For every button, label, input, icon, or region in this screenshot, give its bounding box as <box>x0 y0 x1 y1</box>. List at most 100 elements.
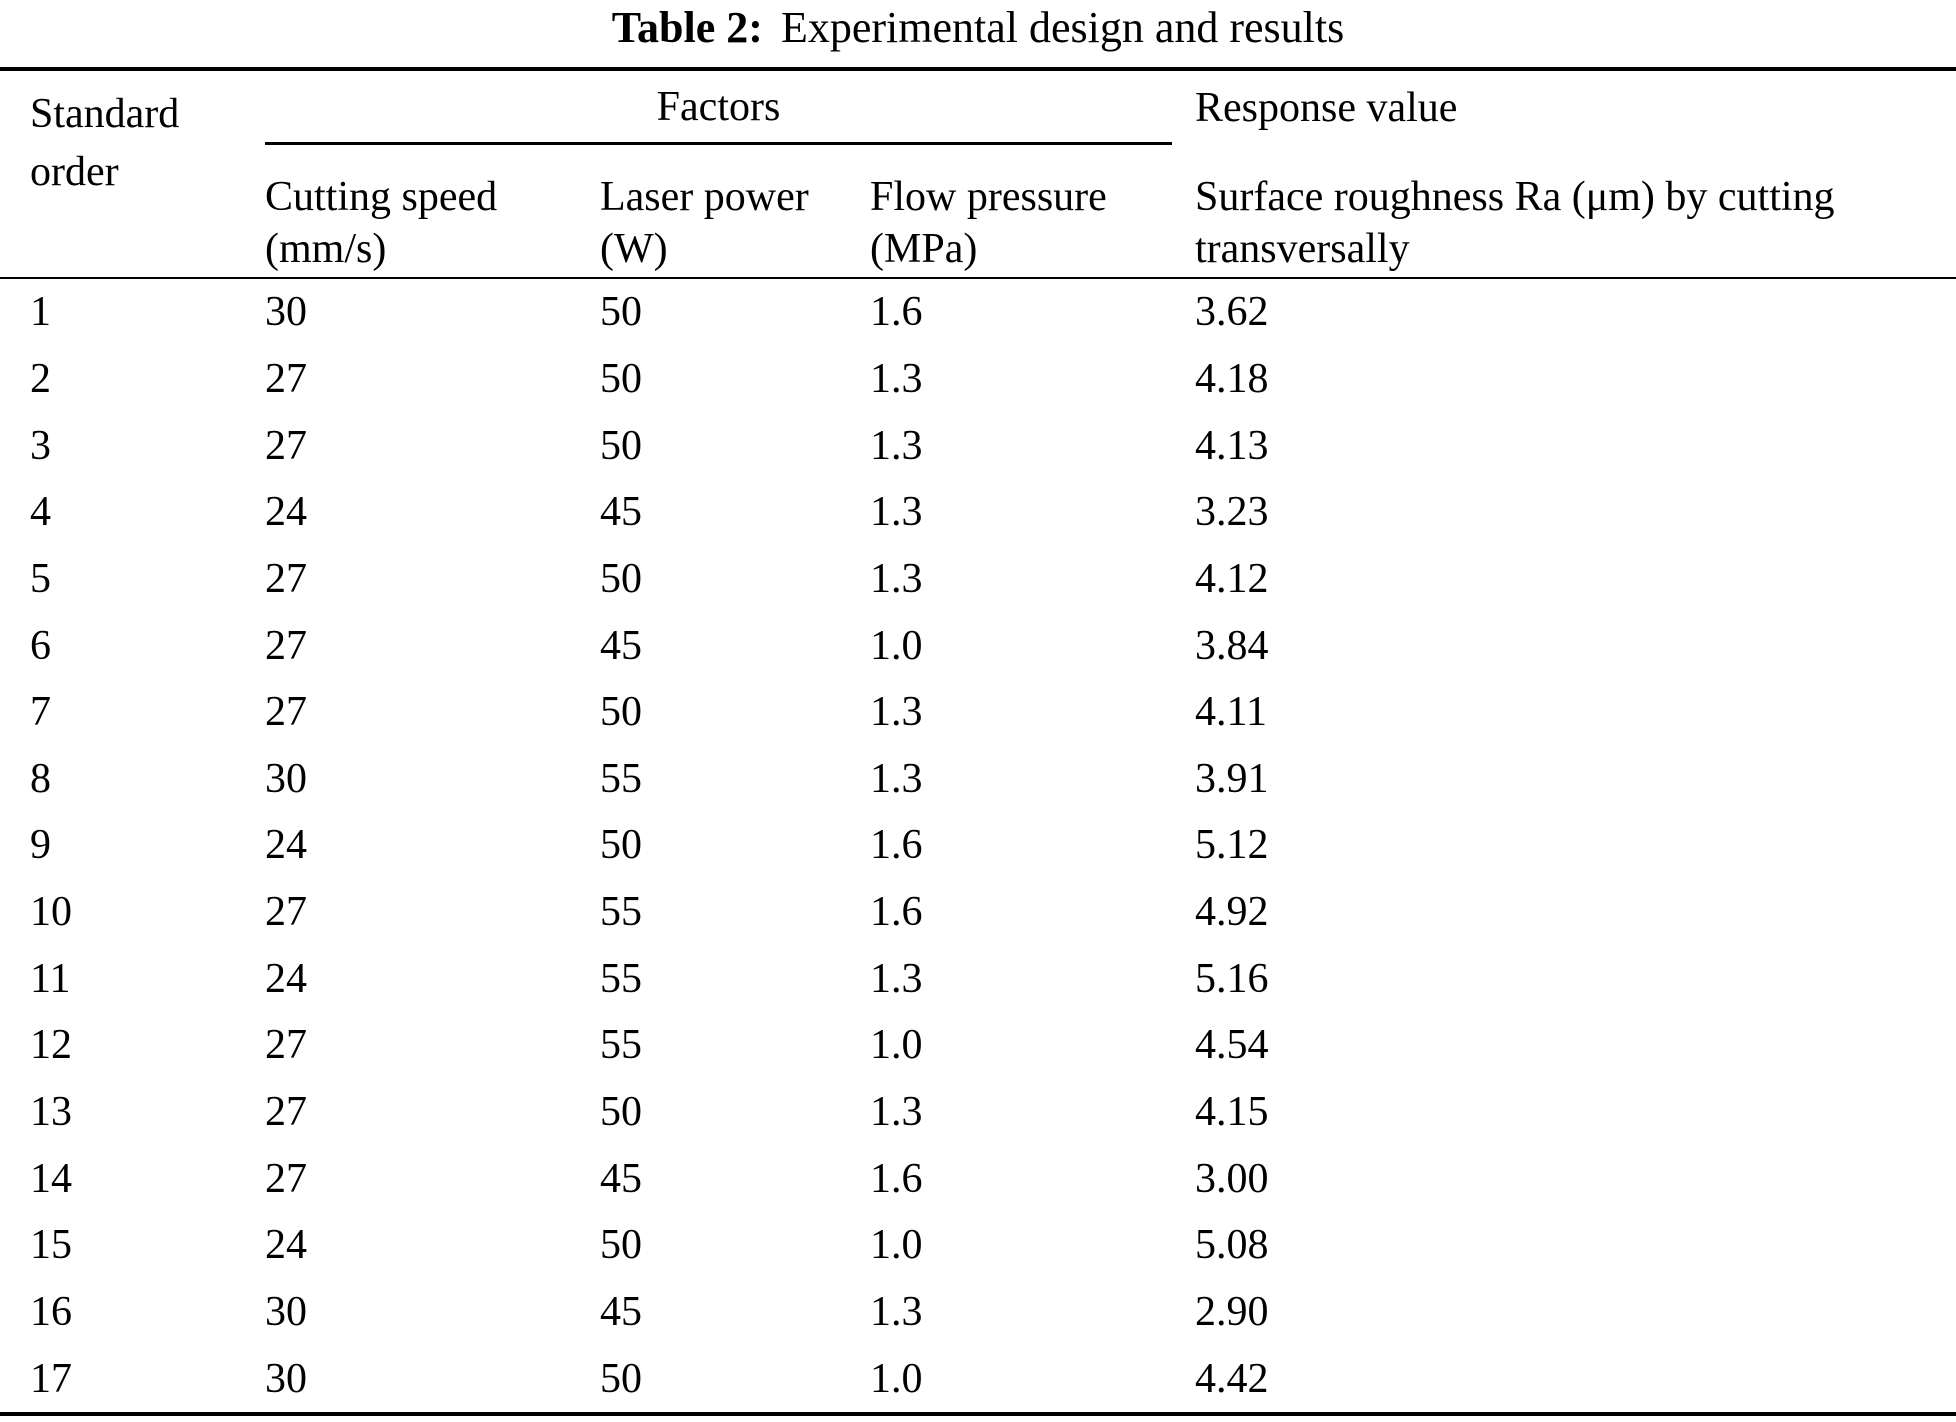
cell-surface-roughness: 5.08 <box>1195 1222 1269 1269</box>
cell-flow-pressure: 1.0 <box>870 622 923 669</box>
column-header-flow-pressure: Flow pressure (MPa) <box>870 145 1195 277</box>
column-header-laser-power: Laser power (W) <box>600 145 870 277</box>
cell-cutting-speed: 27 <box>265 1089 307 1136</box>
cell-laser-power: 50 <box>600 689 642 736</box>
cell-cutting-speed: 24 <box>265 1222 307 1269</box>
cell-cutting-speed: 24 <box>265 955 307 1002</box>
cell-standard-order: 2 <box>30 355 51 402</box>
cell-cutting-speed: 27 <box>265 555 307 602</box>
cell-standard-order: 7 <box>30 689 51 736</box>
cell-surface-roughness: 2.90 <box>1195 1289 1269 1336</box>
column-header-laser-power-unit: (W) <box>600 226 668 272</box>
cell-cutting-speed: 30 <box>265 289 307 336</box>
cell-flow-pressure: 1.0 <box>870 1355 923 1402</box>
cell-laser-power: 45 <box>600 622 642 669</box>
cell-standard-order: 12 <box>30 1022 72 1069</box>
cell-surface-roughness: 3.23 <box>1195 489 1269 536</box>
cell-cutting-speed: 27 <box>265 422 307 469</box>
column-header-standard-order-line2: order <box>30 149 119 195</box>
cell-flow-pressure: 1.3 <box>870 955 923 1002</box>
cell-cutting-speed: 27 <box>265 355 307 402</box>
cell-laser-power: 45 <box>600 1155 642 1202</box>
column-header-surface-roughness-line2: transversally <box>1195 226 1410 272</box>
cell-laser-power: 55 <box>600 1022 642 1069</box>
cell-laser-power: 55 <box>600 889 642 936</box>
cell-standard-order: 4 <box>30 489 51 536</box>
cell-cutting-speed: 27 <box>265 622 307 669</box>
column-header-cutting-speed: Cutting speed (mm/s) <box>265 145 600 277</box>
column-group-response: Response value Surface roughness Ra (μm)… <box>1195 71 1956 277</box>
cell-cutting-speed: 27 <box>265 1022 307 1069</box>
cell-laser-power: 50 <box>600 355 642 402</box>
cell-standard-order: 3 <box>30 422 51 469</box>
table-header: Standard order Factors Response value Su… <box>0 71 1956 277</box>
table-caption-text: Experimental design and results <box>780 3 1345 52</box>
cell-laser-power: 50 <box>600 555 642 602</box>
cell-flow-pressure: 1.0 <box>870 1222 923 1269</box>
cell-laser-power: 55 <box>600 955 642 1002</box>
column-header-standard-order: Standard order <box>0 71 265 277</box>
column-header-laser-power-name: Laser power <box>600 174 809 220</box>
cell-standard-order: 15 <box>30 1222 72 1269</box>
cell-cutting-speed: 24 <box>265 822 307 869</box>
cell-surface-roughness: 4.42 <box>1195 1355 1269 1402</box>
cell-flow-pressure: 1.3 <box>870 422 923 469</box>
cell-cutting-speed: 27 <box>265 689 307 736</box>
cell-laser-power: 45 <box>600 1289 642 1336</box>
table-bottom-rule <box>0 1412 1956 1416</box>
cell-standard-order: 17 <box>30 1355 72 1402</box>
column-header-cutting-speed-unit: (mm/s) <box>265 226 387 272</box>
cell-standard-order: 9 <box>30 822 51 869</box>
cell-flow-pressure: 1.6 <box>870 889 923 936</box>
table-top-rule <box>0 67 1956 71</box>
cell-surface-roughness: 3.91 <box>1195 755 1269 802</box>
cell-surface-roughness: 4.15 <box>1195 1089 1269 1136</box>
cell-cutting-speed: 24 <box>265 489 307 536</box>
cell-flow-pressure: 1.3 <box>870 1089 923 1136</box>
cell-surface-roughness: 4.92 <box>1195 889 1269 936</box>
cell-flow-pressure: 1.6 <box>870 822 923 869</box>
cell-surface-roughness: 4.11 <box>1195 689 1267 736</box>
table-caption-label: Table 2: <box>611 3 763 52</box>
cell-surface-roughness: 4.54 <box>1195 1022 1269 1069</box>
column-header-cutting-speed-name: Cutting speed <box>265 174 498 220</box>
cell-standard-order: 13 <box>30 1089 72 1136</box>
cell-flow-pressure: 1.3 <box>870 689 923 736</box>
cell-cutting-speed: 27 <box>265 889 307 936</box>
cell-surface-roughness: 3.00 <box>1195 1155 1269 1202</box>
cell-surface-roughness: 5.12 <box>1195 822 1269 869</box>
cell-flow-pressure: 1.3 <box>870 755 923 802</box>
column-header-surface-roughness: Surface roughness Ra (μm) by cutting tra… <box>1195 145 1956 275</box>
cell-standard-order: 8 <box>30 755 51 802</box>
cell-laser-power: 50 <box>600 289 642 336</box>
column-group-factors: Factors <box>265 71 1172 145</box>
cell-surface-roughness: 3.84 <box>1195 622 1269 669</box>
header-divider-rule <box>0 277 1956 279</box>
cell-laser-power: 55 <box>600 755 642 802</box>
cell-standard-order: 10 <box>30 889 72 936</box>
cell-cutting-speed: 30 <box>265 1355 307 1402</box>
column-header-flow-pressure-unit: (MPa) <box>870 226 978 272</box>
column-header-standard-order-line1: Standard <box>30 91 180 137</box>
cell-standard-order: 11 <box>30 955 71 1002</box>
cell-flow-pressure: 1.3 <box>870 355 923 402</box>
cell-laser-power: 50 <box>600 1355 642 1402</box>
column-header-flow-pressure-name: Flow pressure <box>870 174 1107 220</box>
cell-flow-pressure: 1.3 <box>870 1289 923 1336</box>
column-header-response-value: Response value <box>1195 85 1458 131</box>
cell-surface-roughness: 3.62 <box>1195 289 1269 336</box>
cell-laser-power: 50 <box>600 422 642 469</box>
cell-laser-power: 50 <box>600 1222 642 1269</box>
cell-standard-order: 6 <box>30 622 51 669</box>
cell-flow-pressure: 1.0 <box>870 1022 923 1069</box>
cell-surface-roughness: 4.18 <box>1195 355 1269 402</box>
column-group-factors-label: Factors <box>656 83 781 130</box>
cell-cutting-speed: 30 <box>265 1289 307 1336</box>
cell-cutting-speed: 27 <box>265 1155 307 1202</box>
cell-standard-order: 1 <box>30 289 51 336</box>
cell-laser-power: 50 <box>600 822 642 869</box>
cell-standard-order: 16 <box>30 1289 72 1336</box>
cell-surface-roughness: 5.16 <box>1195 955 1269 1002</box>
cell-surface-roughness: 4.13 <box>1195 422 1269 469</box>
